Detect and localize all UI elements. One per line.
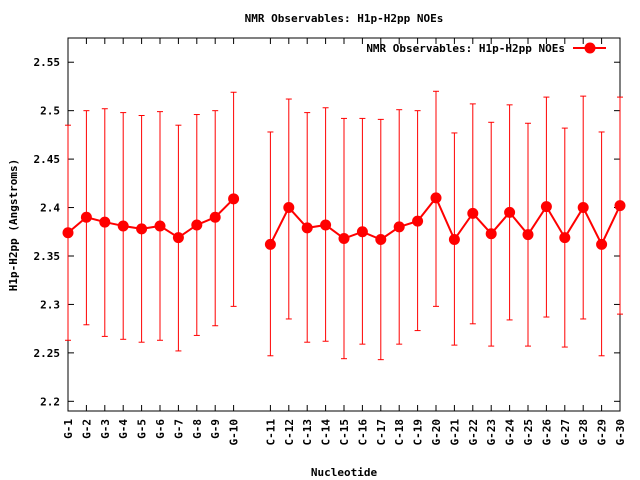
y-tick-label: 2.2 xyxy=(40,395,60,408)
data-point xyxy=(264,238,276,250)
x-axis-label: Nucleotide xyxy=(311,466,378,479)
x-tick-label: G-28 xyxy=(577,419,590,446)
y-tick-label: 2.45 xyxy=(34,153,61,166)
x-tick-label: C-18 xyxy=(393,419,406,446)
x-tick-label: G-21 xyxy=(448,419,461,446)
x-tick-label: C-15 xyxy=(338,419,351,446)
data-point xyxy=(393,221,405,233)
data-point xyxy=(62,227,74,239)
x-tick-label: G-22 xyxy=(467,419,480,446)
x-tick-label: C-19 xyxy=(412,419,425,446)
plot-layer: 2.2 2.25 2.3 2.35 2.4 2.45 2.5 2.55 G-1 G-2 G-3 G-4… xyxy=(34,37,627,446)
x-tick-label: C-12 xyxy=(283,419,296,446)
legend-label: NMR Observables: H1p-H2pp NOEs xyxy=(366,42,565,55)
x-tick-label: G-29 xyxy=(596,419,609,446)
x-tick-label: G-9 xyxy=(209,419,222,439)
data-point xyxy=(375,234,387,246)
x-tick-label: C-13 xyxy=(301,419,314,446)
y-tick-label: 2.4 xyxy=(40,202,60,215)
data-point xyxy=(117,220,129,232)
x-tick-label: G-26 xyxy=(540,419,553,446)
data-point xyxy=(80,211,92,223)
x-tick-label: G-25 xyxy=(522,419,535,446)
x-tick-label: G-20 xyxy=(430,419,443,446)
data-point xyxy=(448,234,460,246)
x-tick-label: C-17 xyxy=(375,419,388,446)
data-point xyxy=(172,232,184,244)
x-tick-label: C-16 xyxy=(356,419,369,446)
data-point xyxy=(228,193,240,205)
x-tick-label: G-2 xyxy=(80,419,93,439)
data-point xyxy=(522,229,534,241)
data-point xyxy=(559,232,571,244)
x-tick-label: G-27 xyxy=(559,419,572,446)
x-tick-label: G-6 xyxy=(154,419,167,439)
data-point xyxy=(301,222,313,234)
data-point xyxy=(338,233,350,245)
data-point xyxy=(485,228,497,240)
data-point xyxy=(504,206,516,218)
y-tick-label: 2.35 xyxy=(34,250,61,263)
y-axis-label: H1p-H2pp (Angstroms) xyxy=(7,159,20,291)
x-tick-label: G-3 xyxy=(99,419,112,439)
legend: NMR Observables: H1p-H2pp NOEs xyxy=(366,42,606,55)
y-tick-label: 2.25 xyxy=(34,347,61,360)
x-tick-label: C-11 xyxy=(264,419,277,446)
y-tick-label: 2.3 xyxy=(40,298,60,311)
data-point xyxy=(596,238,608,250)
data-point xyxy=(154,220,166,232)
x-tick-label: G-7 xyxy=(172,419,185,439)
x-tick-label: G-23 xyxy=(485,419,498,446)
data-point xyxy=(430,192,442,204)
data-point xyxy=(577,202,589,214)
data-point xyxy=(209,211,221,223)
x-tick-label: G-24 xyxy=(504,419,517,446)
x-tick-label: G-5 xyxy=(136,419,149,439)
data-point xyxy=(412,215,424,227)
data-point xyxy=(99,216,111,228)
data-point xyxy=(320,219,332,231)
data-point xyxy=(467,207,479,219)
data-point xyxy=(283,202,295,214)
data-point xyxy=(191,219,203,231)
x-tick-label: G-4 xyxy=(117,419,130,439)
series-line xyxy=(67,198,235,239)
x-tick-label: G-1 xyxy=(62,419,75,439)
data-point xyxy=(136,223,148,235)
x-tick-label: G-10 xyxy=(228,419,241,446)
data-point xyxy=(614,200,626,212)
y-tick-label: 2.5 xyxy=(40,105,60,118)
chart-title: NMR Observables: H1p-H2pp NOEs xyxy=(245,12,444,25)
y-tick-label: 2.55 xyxy=(34,56,61,69)
x-tick-label: G-8 xyxy=(191,419,204,439)
x-tick-label: C-14 xyxy=(320,419,333,446)
data-point xyxy=(356,226,368,238)
data-point xyxy=(540,201,552,213)
x-tick-label: G-30 xyxy=(614,419,627,446)
legend-marker-swatch xyxy=(584,42,596,54)
